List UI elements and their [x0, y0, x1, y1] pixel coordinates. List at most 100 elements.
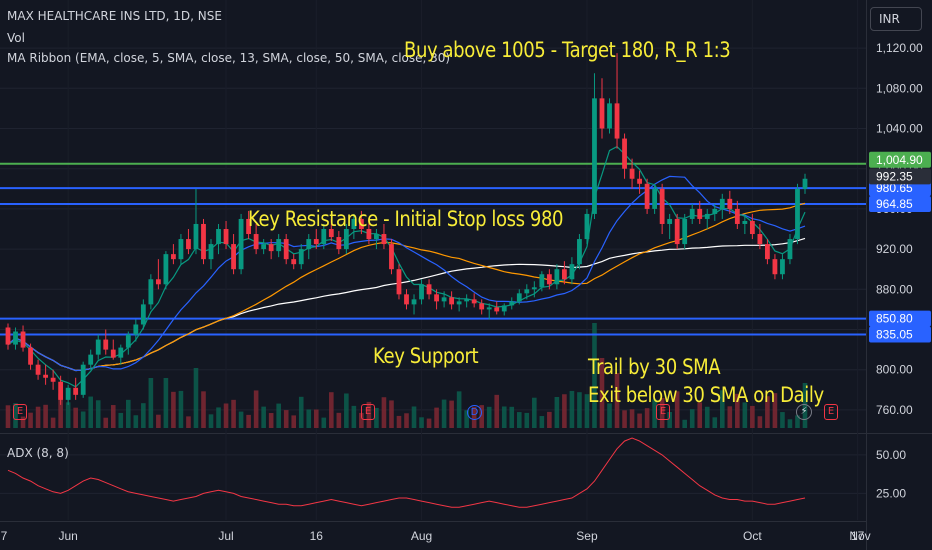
candle-body: [283, 239, 289, 260]
candle-body: [404, 294, 409, 305]
candle-body: [644, 183, 650, 209]
candle-body: [238, 218, 244, 270]
candle: [411, 294, 417, 315]
candle-body: [133, 324, 139, 335]
candle: [133, 319, 139, 342]
candle: [479, 299, 485, 315]
volume-bar: [88, 396, 94, 428]
earnings-event-icon[interactable]: E: [13, 404, 27, 420]
volume-bar: [110, 405, 116, 428]
candle: [787, 234, 793, 265]
ma-ribbon-legend[interactable]: MA Ribbon (EMA, close, 5, SMA, close, 13…: [7, 51, 451, 65]
adx-tick-label: 25.00: [876, 486, 906, 500]
resistance-line-lower-label-box: [869, 196, 931, 213]
candle: [148, 274, 154, 310]
candle: [50, 369, 56, 390]
volume-bar: [644, 408, 650, 428]
candle: [374, 229, 379, 250]
candle: [118, 344, 124, 365]
volume-bar: [629, 409, 635, 428]
candle: [201, 218, 206, 265]
candle-body: [652, 188, 658, 209]
candle-body: [343, 229, 349, 250]
volume-bar: [719, 390, 725, 428]
candle: [637, 170, 642, 194]
candle: [546, 269, 552, 290]
candle: [73, 377, 79, 400]
candle: [58, 375, 64, 405]
candle-body: [216, 229, 221, 245]
candle: [629, 158, 635, 189]
candle-body: [246, 218, 252, 235]
volume-bar: [73, 407, 78, 428]
volume-bar: [80, 411, 86, 428]
earnings-event-icon[interactable]: E: [361, 404, 375, 420]
candle-body: [516, 293, 522, 302]
candle-body: [682, 218, 688, 245]
candle-body: [667, 218, 673, 224]
volume-bar: [359, 412, 364, 428]
earnings-event-icon[interactable]: E: [824, 404, 838, 420]
volume-bar: [750, 405, 755, 428]
time-tick-label: Nov: [849, 529, 870, 543]
volume-bar: [524, 412, 530, 428]
volume-bar: [193, 368, 199, 428]
candle-body: [351, 218, 357, 230]
time-tick-label: 17: [851, 529, 865, 543]
candle-body: [494, 307, 500, 312]
candle: [772, 254, 778, 280]
volume-bar: [291, 415, 297, 428]
candle-body: [659, 188, 665, 224]
candle-body: [374, 234, 379, 240]
candle-body: [546, 274, 552, 285]
candle: [313, 229, 319, 250]
currency-selector[interactable]: INR: [870, 7, 922, 31]
volume-bar: [103, 417, 109, 428]
candle: [306, 234, 312, 260]
volume-bar: [479, 405, 484, 428]
candle: [283, 234, 289, 265]
volume-bar: [208, 414, 214, 428]
volume-bar: [509, 406, 515, 428]
candle: [95, 334, 101, 360]
candle: [238, 213, 244, 275]
candle: [441, 291, 447, 308]
candle-body: [629, 168, 635, 179]
volume-bar: [757, 416, 763, 428]
flash-event-icon[interactable]: ⚡: [796, 404, 812, 420]
candle: [599, 78, 605, 139]
dividend-event-icon[interactable]: D: [467, 405, 482, 420]
volume-bar: [28, 412, 33, 428]
resistance-line-lower-label: 964.85: [876, 197, 913, 211]
candle: [434, 289, 439, 310]
volume-bar: [186, 416, 191, 428]
volume-bar: [313, 409, 319, 428]
candle: [298, 244, 304, 270]
time-tick-label: Aug: [411, 529, 432, 543]
volume-bar: [667, 411, 672, 428]
candle: [727, 190, 733, 214]
candle-body: [780, 259, 785, 275]
candle: [539, 271, 545, 292]
volume-bar: [659, 397, 665, 428]
price-tick-label: 1,120.00: [876, 41, 923, 55]
earnings-event-icon[interactable]: E: [656, 404, 670, 420]
candle-body: [637, 178, 642, 184]
candle: [464, 294, 470, 308]
adx-legend[interactable]: ADX (8, 8): [7, 446, 69, 460]
volume-bar: [622, 410, 627, 428]
volume-bar: [283, 410, 289, 428]
volume-bar: [411, 406, 417, 428]
candle-body: [509, 301, 515, 306]
candle: [171, 244, 176, 265]
candle: [584, 208, 590, 245]
volume-legend[interactable]: Vol: [7, 31, 25, 45]
volume-bar: [336, 412, 342, 428]
volume-bar: [223, 403, 229, 428]
volume-bar: [43, 404, 48, 428]
candle: [471, 293, 477, 308]
candle: [614, 53, 620, 149]
candle: [592, 73, 597, 219]
time-tick-label: Jul: [218, 529, 233, 543]
